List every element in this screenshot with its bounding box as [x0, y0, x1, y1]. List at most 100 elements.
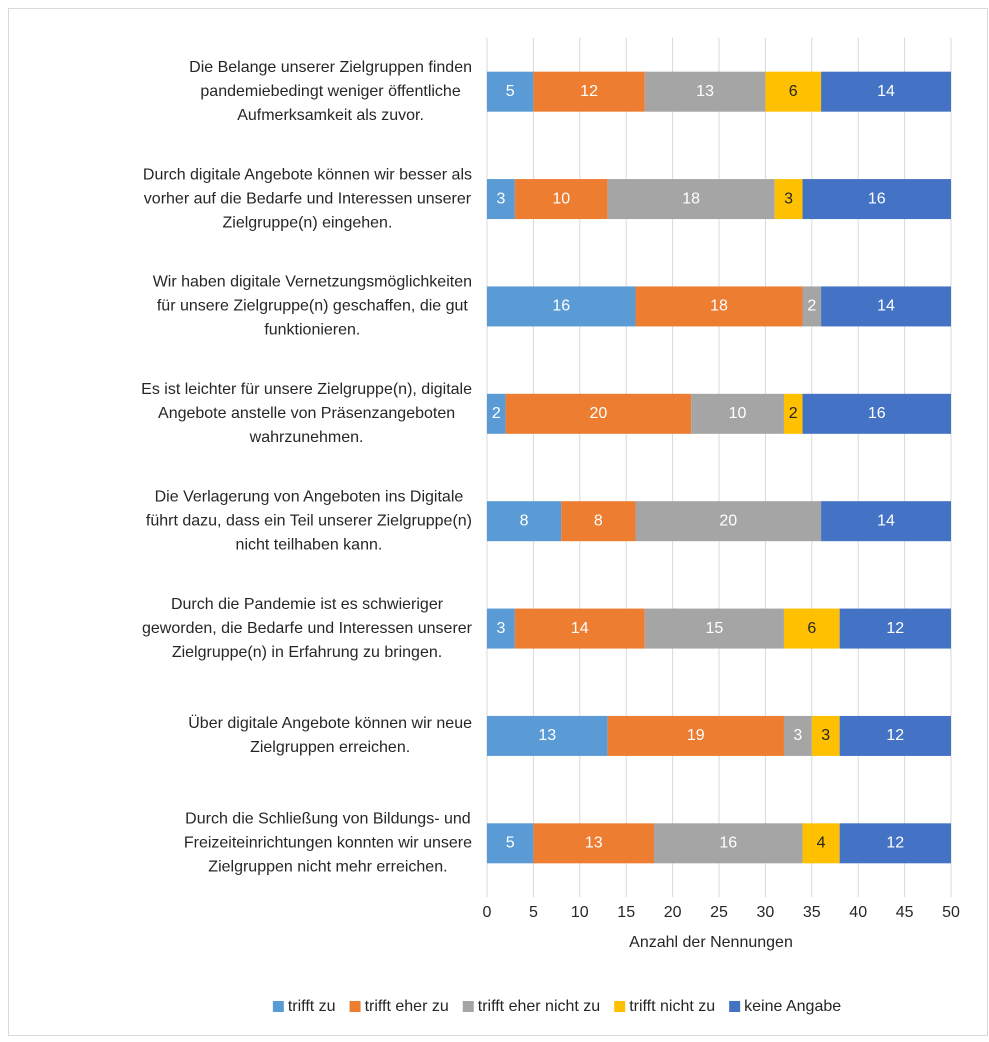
bar-segment [783, 608, 840, 649]
bar-segment [533, 823, 655, 864]
data-label: 12 [886, 727, 904, 744]
bar-segment [821, 501, 951, 542]
legend-swatch [272, 1001, 284, 1012]
data-label: 15 [705, 620, 723, 637]
x-tick-label: 45 [896, 904, 914, 921]
x-tick-label: 20 [664, 904, 682, 921]
category-label: Zielgruppe(n) in Erfahrung zu bringen. [172, 644, 442, 661]
category-label: Über digitale Angebote können wir neue [188, 714, 472, 732]
data-label: 12 [886, 620, 904, 637]
data-label: 16 [719, 835, 737, 852]
data-label: 18 [710, 298, 728, 315]
bar-segment [607, 179, 775, 220]
data-label: 2 [807, 298, 816, 315]
bar-segment [654, 823, 803, 864]
data-label: 14 [877, 512, 895, 529]
legend-label: trifft eher zu [365, 998, 449, 1015]
category-label: für unsere Zielgruppe(n) geschaffen, die… [157, 298, 469, 315]
bar-segment [821, 286, 951, 327]
x-tick-label: 25 [710, 904, 728, 921]
category-label: führt dazu, dass ein Teil unserer Zielgr… [146, 512, 472, 529]
bar-segment [487, 286, 636, 327]
data-label: 10 [729, 405, 747, 422]
data-label: 10 [552, 190, 570, 207]
data-label: 6 [807, 620, 816, 637]
data-label: 3 [496, 620, 505, 637]
category-label: Die Belange unserer Zielgruppen finden [189, 59, 472, 76]
x-tick-label: 5 [529, 904, 538, 921]
bar-segment [783, 393, 803, 434]
category-label: Durch die Schließung von Bildungs- und [185, 811, 471, 828]
category-label: Zielgruppen erreichen. [250, 739, 410, 756]
x-tick-label: 50 [942, 904, 960, 921]
data-label: 5 [506, 83, 515, 100]
x-axis-title: Anzahl der Nennungen [629, 934, 793, 951]
data-label: 2 [789, 405, 798, 422]
x-tick-label: 10 [571, 904, 589, 921]
bar-segment [487, 608, 515, 649]
legend-swatch [462, 1001, 474, 1012]
category-label: Es ist leichter für unsere Zielgruppe(n)… [141, 381, 472, 398]
category-label: Wir haben digitale Vernetzungsmöglichkei… [153, 274, 472, 291]
bar-segment [774, 179, 803, 220]
bar-segment [533, 71, 645, 112]
category-label: Durch die Pandemie ist es schwieriger [171, 596, 444, 613]
bar-segment [802, 179, 951, 220]
bar-segment [487, 179, 515, 220]
data-label: 5 [506, 835, 515, 852]
bar-segment [802, 823, 840, 864]
data-label: 3 [793, 727, 802, 744]
bar-segment [607, 715, 784, 756]
data-label: 16 [868, 405, 886, 422]
data-label: 3 [821, 727, 830, 744]
legend-label: trifft eher nicht zu [478, 998, 600, 1015]
category-label: Angebote anstelle von Präsenzangeboten [158, 405, 455, 422]
data-label: 3 [784, 190, 793, 207]
bar-segment [644, 608, 784, 649]
legend-swatch [614, 1001, 626, 1012]
legend-label: trifft nicht zu [629, 998, 715, 1015]
data-label: 13 [538, 727, 556, 744]
bar-segment [811, 715, 840, 756]
data-label: 8 [520, 512, 529, 529]
bar-segment [635, 286, 803, 327]
data-label: 14 [877, 83, 895, 100]
x-tick-label: 30 [757, 904, 775, 921]
legend-label: trifft zu [288, 998, 336, 1015]
bar-segment [514, 179, 608, 220]
category-label: wahrzunehmen. [249, 429, 364, 446]
category-label: Freizeiteinrichtungen konnten wir unsere [184, 835, 472, 852]
category-label: nicht teilhaben kann. [236, 536, 383, 553]
data-label: 20 [719, 512, 737, 529]
bar-segment [487, 501, 562, 542]
bar-segment [691, 393, 784, 434]
data-label: 6 [789, 83, 798, 100]
legend-swatch [349, 1001, 361, 1012]
bar-segment [839, 608, 951, 649]
data-label: 14 [571, 620, 589, 637]
data-label: 4 [817, 835, 826, 852]
category-label: Die Verlagerung von Angeboten ins Digita… [155, 488, 464, 505]
bar-segment [487, 393, 506, 434]
category-label: Zielgruppe(n) eingehen. [223, 214, 393, 231]
bar-segment [839, 823, 951, 864]
data-label: 16 [552, 298, 570, 315]
bar-segment [644, 71, 766, 112]
legend-swatch [729, 1001, 741, 1012]
x-tick-label: 15 [617, 904, 635, 921]
x-tick-label: 40 [849, 904, 867, 921]
bar-segment [635, 501, 822, 542]
bar-segment [802, 286, 822, 327]
bar-segment [821, 71, 951, 112]
bar-segment [802, 393, 951, 434]
data-label: 3 [496, 190, 505, 207]
data-label: 8 [594, 512, 603, 529]
category-label: funktionieren. [264, 322, 360, 339]
x-tick-label: 0 [483, 904, 492, 921]
category-label: geworden, die Bedarfe und Interessen uns… [142, 620, 473, 637]
bar-segment [765, 71, 822, 112]
category-label: vorher auf die Bedarfe und Interessen un… [144, 190, 472, 207]
bar-segment [505, 393, 692, 434]
bar-segment [783, 715, 812, 756]
